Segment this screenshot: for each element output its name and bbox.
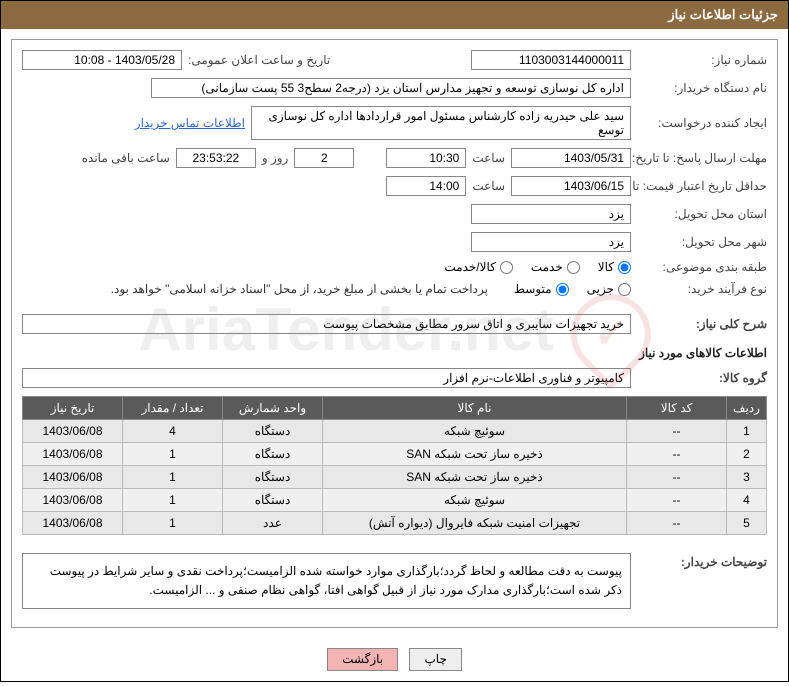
table-row: 5--تجهیزات امنیت شبکه فایروال (دیواره آت… [23,512,767,535]
table-cell: 1403/06/08 [23,466,123,489]
table-cell: سوئیچ شبکه [323,420,627,443]
table-cell: 2 [727,443,767,466]
proc-partial-radio[interactable] [618,283,631,296]
goods-info-title: اطلاعات کالاهای مورد نیاز [22,346,767,360]
table-cell: دستگاه [223,443,323,466]
th-name: نام کالا [323,397,627,420]
summary-label: شرح کلی نیاز: [637,317,767,331]
validity-time-field: 14:00 [386,176,466,196]
proc-partial-text: جزیی [587,282,614,296]
group-label: گروه کالا: [637,371,767,385]
table-cell: 1 [123,443,223,466]
table-cell: عدد [223,512,323,535]
cat-kala-text: کالا [598,260,614,274]
table-cell: 5 [727,512,767,535]
table-cell: -- [627,420,727,443]
table-cell: -- [627,466,727,489]
table-cell: دستگاه [223,466,323,489]
table-cell: 1403/06/08 [23,443,123,466]
time-label-2: ساعت [472,179,505,193]
days-field: 2 [294,148,354,168]
goods-table: ردیف کد کالا نام کالا واحد شمارش تعداد /… [22,396,767,535]
province-label: استان محل تحویل: [637,207,767,221]
cat-khadamat-radio[interactable] [567,261,580,274]
content-panel: AriaTender.net شماره نیاز: 1103003144000… [11,39,778,628]
province-field: یزد [471,204,631,224]
table-cell: 3 [727,466,767,489]
deadline-label: مهلت ارسال پاسخ: تا تاریخ: [637,151,767,165]
table-cell: ذخیره ساز تحت شبکه SAN [323,466,627,489]
time-label-1: ساعت [472,151,505,165]
table-row: 4--سوئیچ شبکهدستگاه11403/06/08 [23,489,767,512]
table-cell: ذخیره ساز تحت شبکه SAN [323,443,627,466]
validity-label: حداقل تاریخ اعتبار قیمت: تا تاریخ: [637,179,767,193]
table-cell: 1403/06/08 [23,489,123,512]
need-no-field: 1103003144000011 [471,50,631,70]
process-note: پرداخت تمام یا بخشی از مبلغ خرید، از محل… [111,282,488,296]
city-field: یزد [471,232,631,252]
requester-field: سید علی حیدریه زاده کارشناس مسئول امور ق… [251,106,631,140]
table-cell: -- [627,443,727,466]
requester-label: ایجاد کننده درخواست: [637,116,767,130]
city-label: شهر محل تحویل: [637,235,767,249]
buyer-notes-label: توضیحات خریدار: [637,545,767,569]
process-label: نوع فرآیند خرید: [637,282,767,296]
table-cell: سوئیچ شبکه [323,489,627,512]
table-cell: 1 [727,420,767,443]
buyer-org-label: نام دستگاه خریدار: [637,81,767,95]
announce-date-label: تاریخ و ساعت اعلان عمومی: [188,53,330,67]
table-cell: تجهیزات امنیت شبکه فایروال (دیواره آتش) [323,512,627,535]
validity-date-field: 1403/06/15 [511,176,631,196]
buyer-org-field: اداره کل نوسازی توسعه و تجهیز مدارس استا… [151,78,631,98]
th-row: ردیف [727,397,767,420]
table-cell: 4 [123,420,223,443]
table-cell: 1 [123,489,223,512]
need-no-label: شماره نیاز: [637,53,767,67]
th-code: کد کالا [627,397,727,420]
deadline-time-field: 10:30 [386,148,466,168]
contact-link[interactable]: اطلاعات تماس خریدار [135,116,245,130]
table-cell: دستگاه [223,489,323,512]
th-qty: تعداد / مقدار [123,397,223,420]
countdown-field: 23:53:22 [176,148,256,168]
announce-date-field: 1403/05/28 - 10:08 [22,50,182,70]
table-cell: 1403/06/08 [23,420,123,443]
table-cell: 4 [727,489,767,512]
cat-kala-radio[interactable] [618,261,631,274]
days-and-label: روز و [262,151,289,165]
deadline-date-field: 1403/05/31 [511,148,631,168]
table-cell: -- [627,489,727,512]
table-cell: 1403/06/08 [23,512,123,535]
summary-field: خرید تجهیزات سایبری و اتاق سرور مطابق مش… [22,314,631,334]
group-field: کامپیوتر و فناوری اطلاعات-نرم افزار [22,368,631,388]
remaining-label: ساعت باقی مانده [82,151,170,165]
cat-kalakhadamat-radio[interactable] [500,261,513,274]
table-row: 3--ذخیره ساز تحت شبکه SANدستگاه11403/06/… [23,466,767,489]
button-row: چاپ بازگشت [1,638,788,681]
th-date: تاریخ نیاز [23,397,123,420]
table-header-row: ردیف کد کالا نام کالا واحد شمارش تعداد /… [23,397,767,420]
table-cell: 1 [123,512,223,535]
th-unit: واحد شمارش [223,397,323,420]
back-button[interactable]: بازگشت [327,648,398,671]
proc-medium-radio[interactable] [556,283,569,296]
table-row: 1--سوئیچ شبکهدستگاه41403/06/08 [23,420,767,443]
table-cell: -- [627,512,727,535]
print-button[interactable]: چاپ [409,648,461,671]
table-cell: دستگاه [223,420,323,443]
category-label: طبقه بندی موضوعی: [637,260,767,274]
table-row: 2--ذخیره ساز تحت شبکه SANدستگاه11403/06/… [23,443,767,466]
proc-medium-text: متوسط [514,282,552,296]
buyer-notes-field: پیوست به دقت مطالعه و لحاظ گردد؛بارگذاری… [22,553,631,609]
table-cell: 1 [123,466,223,489]
panel-header: جزئیات اطلاعات نیاز [1,1,788,29]
cat-kalakhadamat-text: کالا/خدمت [444,260,495,274]
cat-khadamat-text: خدمت [531,260,563,274]
